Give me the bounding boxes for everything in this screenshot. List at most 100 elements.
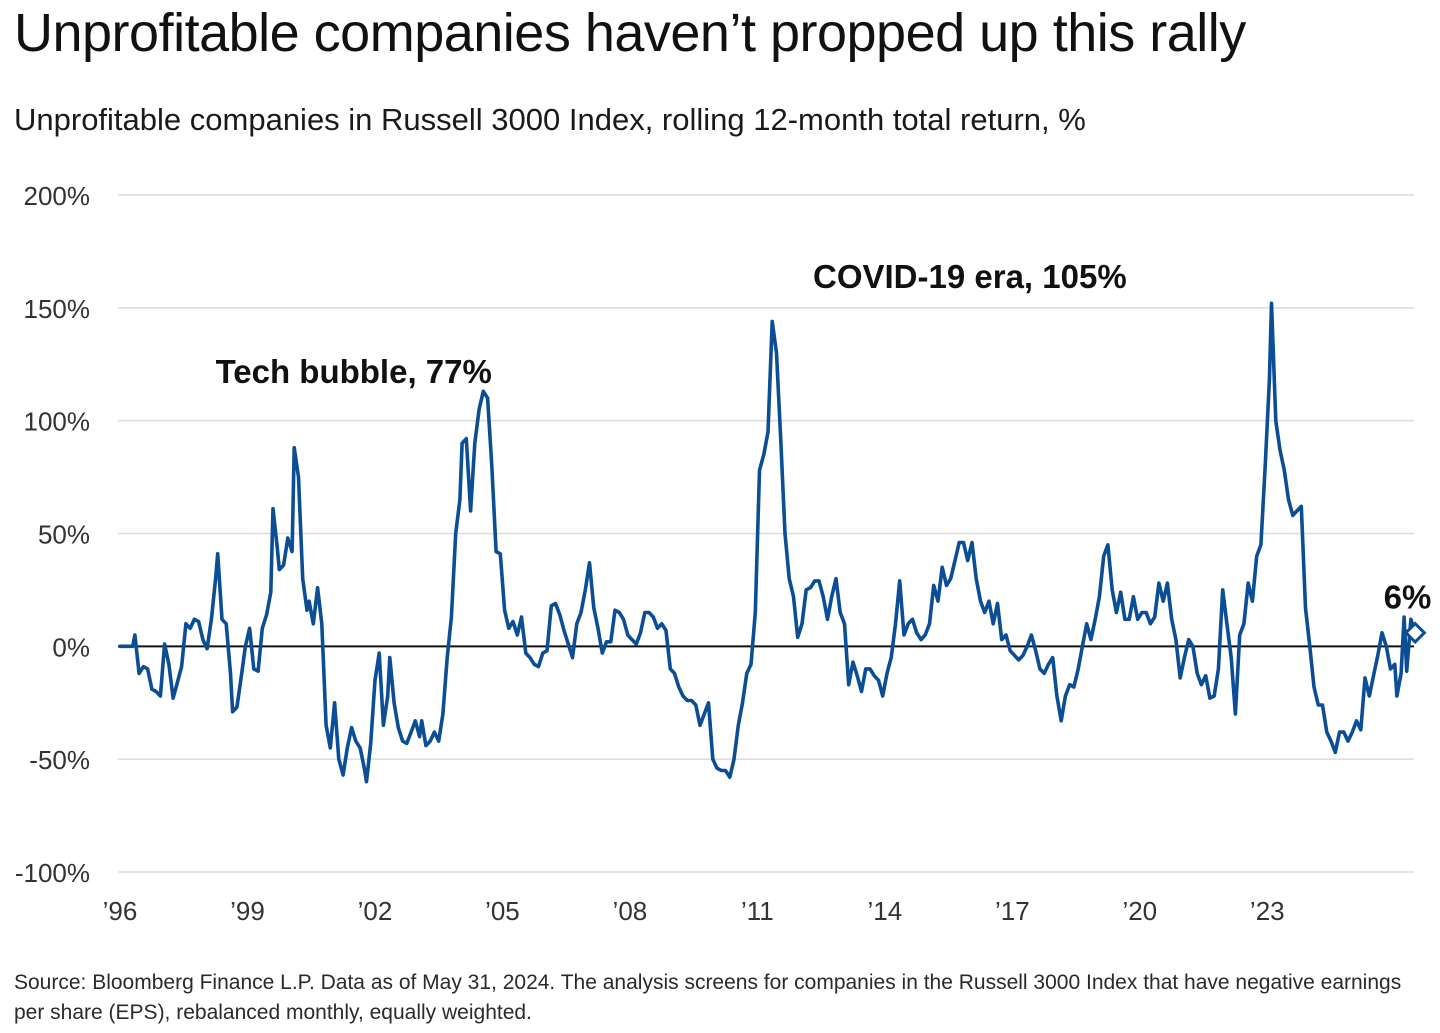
data-point [1402, 615, 1406, 619]
data-point [575, 622, 578, 625]
data-point [962, 541, 965, 544]
data-point [193, 618, 196, 621]
y-tick-label: 0% [52, 632, 90, 662]
data-point [1115, 611, 1118, 614]
data-point [1204, 674, 1207, 677]
data-point [1221, 588, 1224, 592]
data-point [307, 600, 311, 603]
data-point [605, 640, 608, 644]
y-tick-label: 150% [24, 294, 91, 324]
data-point [231, 710, 234, 713]
data-point [216, 552, 219, 556]
data-point [1409, 618, 1413, 621]
data-point [1229, 656, 1233, 659]
data-point [197, 620, 200, 623]
data-point [163, 642, 166, 646]
data-point [660, 622, 663, 625]
data-point [579, 611, 583, 614]
data-point [458, 498, 462, 501]
data-point [928, 622, 931, 625]
data-point [460, 442, 464, 445]
data-point [677, 685, 680, 689]
data-point [885, 672, 889, 675]
data-point [1038, 667, 1042, 671]
data-point [703, 712, 706, 716]
data-point [414, 719, 417, 723]
data-point [1342, 730, 1345, 734]
data-point [278, 568, 281, 571]
data-point [996, 602, 999, 605]
data-point [817, 579, 821, 583]
data-point [630, 638, 634, 641]
data-point [1089, 638, 1093, 641]
data-point [225, 622, 228, 625]
data-point [915, 631, 918, 634]
data-point [154, 690, 158, 693]
data-point [486, 396, 489, 400]
data-point [868, 667, 872, 671]
data-point [1059, 719, 1063, 723]
data-point [652, 615, 655, 619]
data-point [1123, 618, 1127, 621]
chart-title: Unprofitable companies haven’t propped u… [14, 3, 1246, 63]
x-tick-label: ’17 [995, 896, 1030, 926]
data-point [131, 645, 134, 648]
data-point [983, 611, 986, 614]
data-point [1132, 595, 1135, 598]
data-point [1200, 683, 1203, 686]
data-point [1238, 633, 1241, 637]
data-point [382, 724, 385, 727]
data-point [1304, 606, 1307, 610]
data-point [609, 640, 612, 644]
data-point [1246, 581, 1250, 585]
data-point [184, 622, 188, 625]
data-point [613, 609, 617, 612]
data-point [1225, 622, 1229, 625]
data-point [741, 701, 744, 704]
data-point [966, 559, 969, 562]
data-point [159, 694, 162, 698]
data-point [1072, 685, 1076, 689]
data-point [932, 584, 935, 587]
data-point [1140, 611, 1144, 614]
data-point [822, 595, 825, 598]
data-point [1191, 645, 1195, 648]
data-point [686, 699, 689, 702]
data-point [919, 638, 923, 641]
data-point [992, 622, 995, 625]
data-point [1291, 514, 1294, 517]
data-point [596, 627, 600, 630]
data-point [626, 633, 629, 637]
data-point [1363, 676, 1367, 680]
data-point [1393, 663, 1396, 666]
data-point [1174, 638, 1178, 641]
data-point [1047, 663, 1050, 666]
data-point [1136, 618, 1139, 621]
data-point [792, 595, 795, 598]
data-point [1287, 498, 1290, 501]
data-point [881, 694, 884, 698]
data-point [1355, 719, 1358, 723]
data-point [316, 586, 319, 589]
data-point [271, 507, 275, 510]
data-point [898, 579, 901, 583]
data-point [256, 669, 260, 673]
data-point [1376, 654, 1379, 657]
data-point [1274, 419, 1277, 422]
data-point [1295, 509, 1299, 513]
data-point [877, 678, 880, 682]
data-point [550, 604, 553, 607]
data-point [771, 320, 774, 323]
data-point [1334, 751, 1337, 754]
data-point [369, 742, 372, 745]
data-point [507, 627, 510, 630]
data-point [1068, 683, 1071, 686]
data-point [762, 453, 765, 456]
data-point [516, 633, 519, 637]
x-tick-label: ’05 [485, 896, 520, 926]
data-point [1259, 543, 1263, 546]
data-point [1208, 697, 1212, 700]
y-tick-label: -50% [29, 745, 90, 775]
data-point [796, 636, 799, 639]
